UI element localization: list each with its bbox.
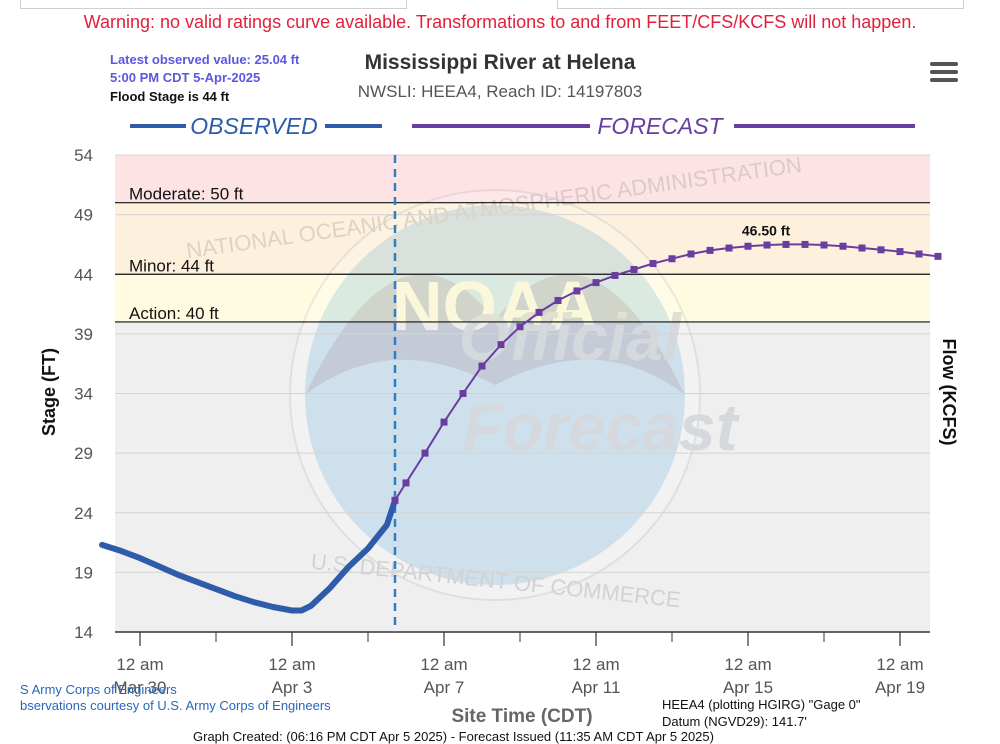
peak-label: 46.50 ft [742,222,791,238]
forecast-point [516,323,524,331]
graph-created-line: Graph Created: (06:16 PM CDT Apr 5 2025)… [193,729,714,744]
gage-line-1: HEEA4 (plotting HGIRG) "Gage 0" [662,697,861,712]
forecast-point [573,287,581,295]
latest-observed-value: Latest observed value: 25.04 ft [110,52,300,67]
forecast-point [554,296,562,304]
threshold-label-action: Action: 40 ft [129,304,219,323]
forecast-point [687,250,695,258]
y-tick-label: 19 [74,563,93,582]
y-tick-label: 54 [74,146,93,165]
forecast-point [421,449,429,457]
x-axis-label: Site Time (CDT) [451,706,592,727]
flood-stage-label: Flood Stage is 44 ft [110,89,230,104]
series-layer: 46.50 ft [99,222,942,614]
forecast-point [535,308,543,316]
x-tick-label-date: Apr 11 [572,678,621,697]
hamburger-menu-icon[interactable] [930,62,958,86]
y-tick-label: 34 [74,385,93,404]
forecast-point [877,246,885,254]
forecast-point [763,241,771,249]
series-line-observed [99,497,398,614]
axes: 14 19 24 29 34 39 44 49 54 12 am Mar 30 12 am Apr 3 1… [74,146,930,697]
y-tick-label: 49 [74,206,93,225]
watermark-official: Official [459,300,683,374]
forecast-point [934,252,942,260]
top-left-box [20,0,407,9]
band-action [115,274,930,322]
legend-observed-label: OBSERVED [190,113,317,139]
x-tick-label-date: Mar 30 [114,678,167,697]
threshold-label-minor: Minor: 44 ft [129,256,214,275]
y-axis-label: Stage (FT) [39,348,59,436]
latest-observed-time: 5:00 PM CDT 5-Apr-2025 [110,70,261,85]
forecast-point [440,418,448,426]
forecast-point [668,255,676,263]
forecast-point [915,250,923,258]
forecast-point [801,240,809,248]
threshold-lines: Moderate: 50 ft Minor: 44 ft Action: 40 ft [115,185,930,323]
forecast-point [706,246,714,254]
chart-title: Mississippi River at Helena [364,51,636,74]
forecast-point [478,362,486,370]
forecast-point [820,241,828,249]
legend-forecast-label: FORECAST [597,113,724,139]
legend: OBSERVED FORECAST [130,113,915,139]
y-tick-label: 24 [74,504,93,523]
x-tick-label-time: 12 am [268,655,315,674]
watermark-forecast: Forecast [462,390,740,464]
y-tick-label: 39 [74,325,93,344]
x-tick-label-time: 12 am [420,655,467,674]
forecast-point [592,279,600,287]
forecast-point [782,240,790,248]
forecast-point [497,341,505,349]
forecast-point [630,265,638,273]
x-tick-label-date: Apr 15 [723,678,773,697]
band-none [115,321,930,632]
x-tick-label-time: 12 am [116,655,163,674]
y-tick-label: 14 [74,623,93,642]
forecast-point [459,390,467,397]
gage-line-2: Datum (NGVD29): 141.7' [662,714,807,729]
x-tick-label-date: Apr 7 [424,678,465,697]
top-right-box [557,0,964,9]
credit-line-1: S Army Corps of Engineers [20,682,177,697]
watermark-blue [305,205,685,585]
watermark-logo-text: NOAA [392,267,598,345]
y2-axis-label: Flow (KCFS) [939,339,959,446]
forecast-point [839,242,847,250]
forecast-point [402,479,410,487]
flood-category-bands [115,155,930,632]
x-tick-label-date: Apr 3 [272,678,313,697]
y-tick-label: 44 [74,265,93,284]
forecast-point [611,271,619,279]
forecast-point [649,260,657,268]
forecast-point [744,242,752,250]
forecast-point [391,496,399,504]
band-moderate [115,155,930,203]
x-tick-label-time: 12 am [876,655,923,674]
chart-subtitle: NWSLI: HEEA4, Reach ID: 14197803 [357,82,643,101]
forecast-point [896,248,904,256]
x-tick-label-time: 12 am [724,655,771,674]
x-tick-label-date: Apr 19 [875,678,925,697]
x-tick-label-time: 12 am [572,655,619,674]
forecast-point [725,244,733,252]
ratings-warning: Warning: no valid ratings curve availabl… [83,12,917,32]
y-tick-label: 29 [74,444,93,463]
threshold-label-moderate: Moderate: 50 ft [129,185,244,204]
watermark-seagull [305,274,685,395]
forecast-point [858,244,866,252]
credit-line-2: bservations courtesy of U.S. Army Corps … [20,698,331,713]
